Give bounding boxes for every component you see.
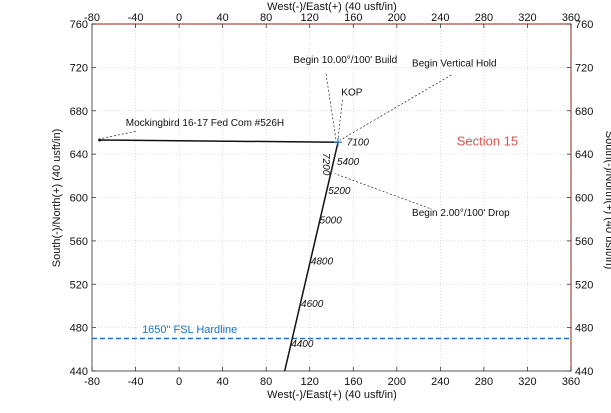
annotation-label: Begin Vertical Hold <box>412 58 497 69</box>
x-tick-label-bottom: 40 <box>217 376 229 388</box>
y-tick-label-left: 680 <box>70 106 88 118</box>
hardline-label: 1650" FSL Hardline <box>142 324 237 336</box>
target-marker <box>98 138 102 142</box>
y-tick-label-left: 760 <box>70 19 88 31</box>
md-label: 7200 <box>320 153 331 176</box>
leader-line <box>325 73 337 141</box>
x-tick-label-top: 160 <box>344 12 362 24</box>
x-tick-label-top: 240 <box>431 12 449 24</box>
md-label: 5200 <box>328 186 351 197</box>
x-tick-label-bottom: 80 <box>260 376 272 388</box>
gridlines <box>91 23 572 372</box>
leader-line <box>334 173 430 209</box>
y-tick-label-right: 640 <box>575 149 593 161</box>
leader-line <box>339 74 452 141</box>
x-tick-label-bottom: 280 <box>475 376 493 388</box>
x-tick-label-bottom: 160 <box>344 376 362 388</box>
axis-ticks: -80 -80 -40 -40 0 0 40 40 80 80 120 120 160 160 200 200… <box>70 12 594 388</box>
x-tick-label-bottom: 200 <box>388 376 406 388</box>
x-tick-label-bottom: 0 <box>176 376 182 388</box>
x-tick-label-bottom: 240 <box>431 376 449 388</box>
md-label: 4600 <box>301 299 324 310</box>
annotation-label: KOP <box>341 88 362 99</box>
wellpath-lateral <box>99 139 339 143</box>
y-tick-label-right: 560 <box>575 236 593 248</box>
wellpath-vertical <box>283 142 339 372</box>
x-tick-label-bottom: -80 <box>84 376 100 388</box>
annotation-labels: Begin 10.00°/100' Build Begin Vertical Ho… <box>126 55 510 219</box>
y-axis-title-right: South(-)/North(+) (40 usft/in) <box>603 131 611 269</box>
leader-line <box>99 131 136 140</box>
y-tick-label-right: 720 <box>575 62 593 74</box>
md-label: 4400 <box>291 339 314 350</box>
md-label: 4800 <box>311 257 334 268</box>
x-tick-label-top: 40 <box>217 12 229 24</box>
x-tick-label-bottom: 120 <box>301 376 319 388</box>
x-tick-label-top: -40 <box>128 12 144 24</box>
y-tick-label-left: 560 <box>70 236 88 248</box>
md-label: 5400 <box>337 157 360 168</box>
x-tick-label-top: 120 <box>301 12 319 24</box>
y-tick-label-left: 640 <box>70 149 88 161</box>
x-tick-label-top: -80 <box>84 12 100 24</box>
x-tick-label-top: 360 <box>562 12 580 24</box>
md-labels: 4400 4600 4800 5000 5200 5400 7200 7100 <box>291 137 369 350</box>
y-axis-title-left: South(-)/North(+) (40 usft/in) <box>51 129 63 267</box>
md-label: 7100 <box>347 137 370 148</box>
y-tick-label-right: 480 <box>575 323 593 335</box>
annotation-label: Begin 2.00°/100' Drop <box>412 208 510 219</box>
md-label: 5000 <box>320 216 343 227</box>
y-tick-label-left: 480 <box>70 323 88 335</box>
y-tick-label-right: 680 <box>575 106 593 118</box>
x-tick-label-top: 200 <box>388 12 406 24</box>
y-tick-label-left: 720 <box>70 62 88 74</box>
y-tick-label-left: 520 <box>70 279 88 291</box>
x-tick-label-top: 80 <box>260 12 272 24</box>
annotation-leaders <box>99 73 452 209</box>
annotation-label: Mockingbird 16-17 Fed Com #526H <box>126 118 284 129</box>
x-axis-title-top: West(-)/East(+) (40 usft/in) <box>267 1 397 13</box>
wellpath <box>98 138 343 372</box>
x-tick-label-top: 0 <box>176 12 182 24</box>
y-tick-label-right: 520 <box>575 279 593 291</box>
plot-frame <box>91 23 572 372</box>
x-tick-label-bottom: 320 <box>518 376 536 388</box>
section-label: Section 15 <box>457 133 518 148</box>
y-tick-label-left: 600 <box>70 193 88 205</box>
x-tick-label-top: 320 <box>518 12 536 24</box>
x-tick-label-top: 280 <box>475 12 493 24</box>
y-tick-label-right: 600 <box>575 193 593 205</box>
x-tick-label-bottom: -40 <box>128 376 144 388</box>
x-axis-title-bottom: West(-)/East(+) (40 usft/in) <box>267 389 397 401</box>
x-tick-label-bottom: 360 <box>562 376 580 388</box>
y-tick-label-left: 440 <box>70 366 88 378</box>
leader-line <box>337 99 343 140</box>
y-tick-label-right: 760 <box>575 19 593 31</box>
annotation-label: Begin 10.00°/100' Build <box>293 55 397 66</box>
y-tick-label-right: 440 <box>575 366 593 378</box>
